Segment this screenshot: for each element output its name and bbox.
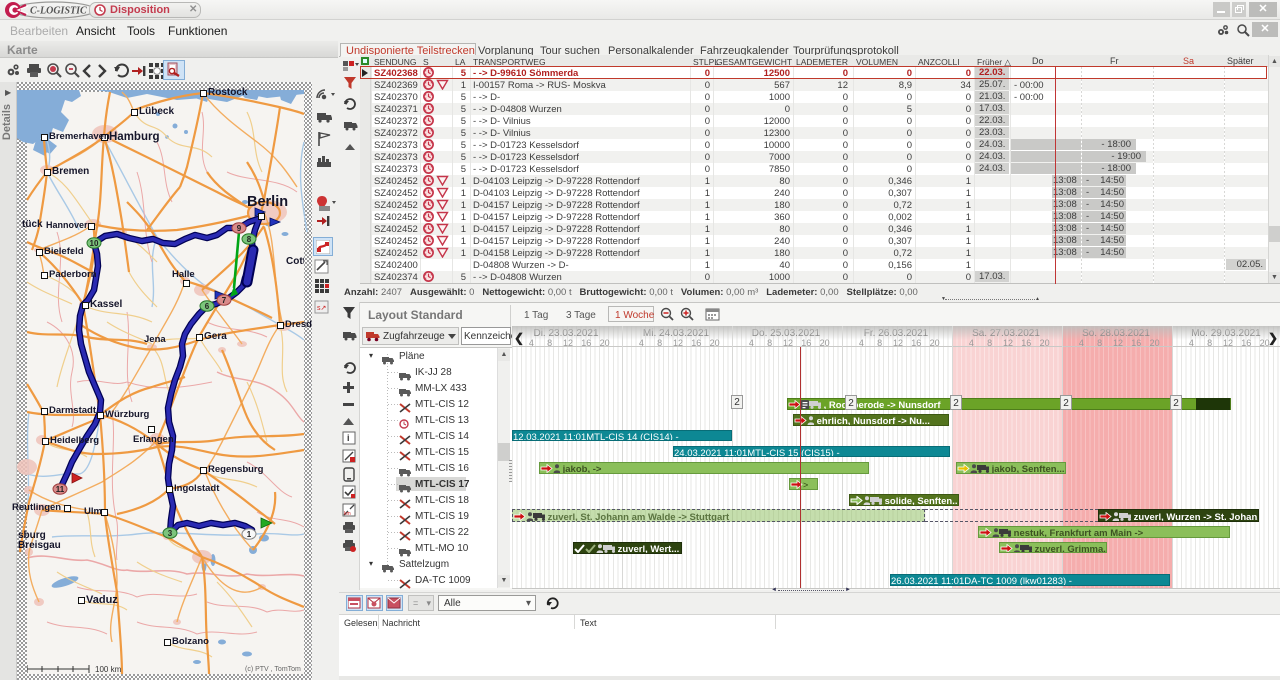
svg-text:8: 8 (247, 235, 252, 244)
svg-text:C-LOGISTIC: C-LOGISTIC (30, 6, 87, 17)
svg-text:7: 7 (222, 296, 227, 305)
svg-text:6: 6 (205, 302, 210, 311)
svg-text:10: 10 (90, 239, 99, 248)
svg-text:3: 3 (168, 529, 173, 538)
svg-text:11: 11 (56, 485, 65, 494)
svg-text:1: 1 (247, 530, 252, 539)
svg-text:km: km (344, 511, 351, 517)
svg-text:9: 9 (237, 224, 242, 233)
svg-text:s↗: s↗ (317, 305, 326, 312)
svg-text:i: i (347, 433, 350, 443)
svg-text:100 km: 100 km (95, 665, 122, 674)
